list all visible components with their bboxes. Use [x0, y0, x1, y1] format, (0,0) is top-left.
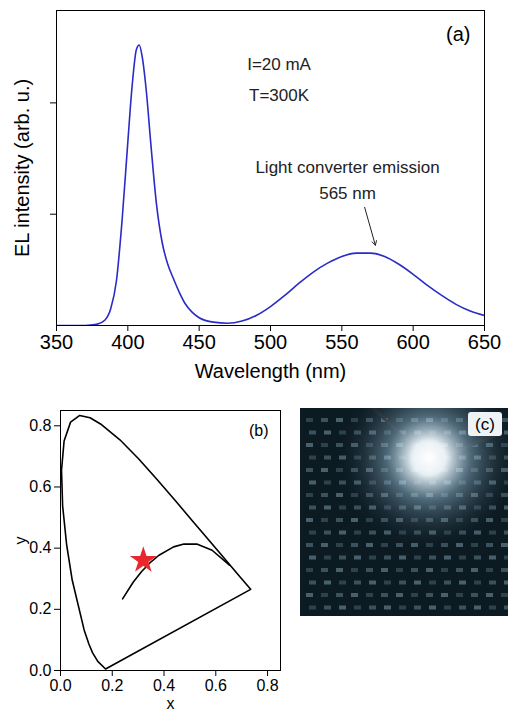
svg-text:0.6: 0.6	[205, 677, 227, 694]
svg-text:y: y	[12, 537, 29, 545]
svg-text:(a): (a)	[446, 23, 470, 45]
svg-text:500: 500	[254, 331, 287, 353]
svg-text:0.0: 0.0	[49, 677, 71, 694]
svg-text:(b): (b)	[249, 422, 269, 439]
svg-text:0.0: 0.0	[29, 662, 51, 679]
svg-text:(c): (c)	[475, 415, 495, 434]
svg-text:Light converter emission: Light converter emission	[255, 158, 439, 177]
svg-text:350: 350	[40, 331, 73, 353]
svg-text:0.8: 0.8	[29, 417, 51, 434]
svg-text:400: 400	[111, 331, 144, 353]
svg-text:0.4: 0.4	[29, 539, 51, 556]
svg-text:600: 600	[396, 331, 429, 353]
svg-text:T=300K: T=300K	[249, 86, 310, 105]
svg-text:565 nm: 565 nm	[319, 184, 376, 203]
svg-text:0.8: 0.8	[256, 677, 278, 694]
svg-text:450: 450	[182, 331, 215, 353]
svg-text:0.2: 0.2	[29, 600, 51, 617]
svg-text:EL intensity (arb. u.): EL intensity (arb. u.)	[11, 79, 33, 257]
svg-text:Wavelength (nm): Wavelength (nm)	[195, 360, 347, 382]
svg-text:x: x	[167, 695, 175, 712]
svg-text:0.2: 0.2	[101, 677, 123, 694]
svg-text:0.6: 0.6	[29, 478, 51, 495]
svg-text:650: 650	[468, 331, 501, 353]
svg-text:I=20 mA: I=20 mA	[247, 54, 311, 73]
svg-text:550: 550	[325, 331, 358, 353]
svg-text:0.4: 0.4	[153, 677, 175, 694]
